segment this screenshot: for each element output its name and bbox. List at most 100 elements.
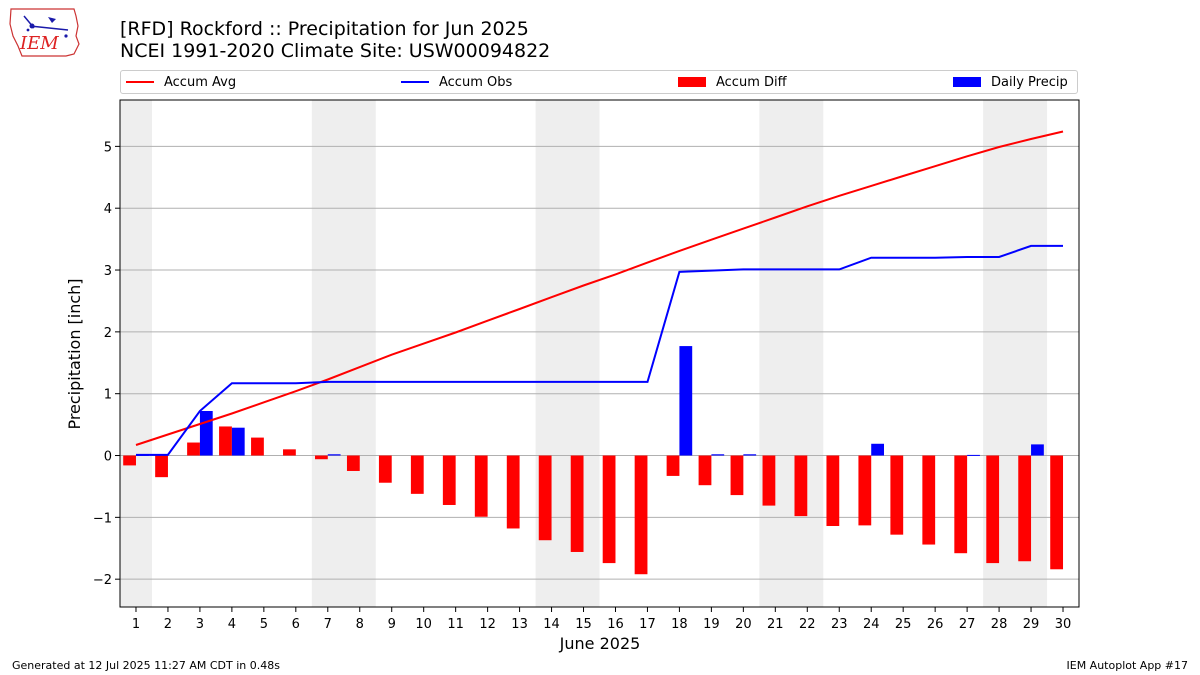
- x-axis: 1 2 3 4 5 6 7 8 9 10 11 12 13 14 15 16 17 18 19 20 21 22 23 24 2…: [132, 607, 1071, 632]
- daily-precip-bar-20: [743, 454, 757, 456]
- accum-diff-bar-11: [442, 455, 456, 505]
- x-tick-label-23: 23: [831, 617, 848, 632]
- footer-generated: Generated at 12 Jul 2025 11:27 AM CDT in…: [12, 659, 280, 672]
- x-tick-label-4: 4: [228, 617, 236, 632]
- accum-diff-bar-16: [602, 455, 616, 564]
- lines: [135, 130, 1064, 456]
- accum-diff-bar-22: [794, 455, 808, 517]
- legend-swatch-daily-precip: [953, 77, 981, 87]
- y-tick-label-1: −2: [93, 573, 112, 588]
- accum-diff-bar-29: [1018, 455, 1032, 562]
- accum-diff-bar-12: [474, 455, 488, 517]
- legend-swatch-accum-obs: [401, 81, 429, 83]
- accum-diff-bar-13: [506, 455, 520, 529]
- accum-diff-bar-4: [219, 426, 232, 456]
- legend-item-daily-precip: Daily Precip: [953, 71, 1068, 93]
- x-tick-label-17: 17: [639, 617, 656, 632]
- accum-diff-bar-27: [954, 455, 968, 554]
- x-tick-label-2: 2: [164, 617, 172, 632]
- legend-item-accum-diff: Accum Diff: [678, 71, 787, 93]
- accum-diff-bar-6: [283, 449, 296, 456]
- accum-diff-bar-2: [155, 455, 168, 478]
- accum-diff-bar-10: [410, 455, 424, 494]
- x-tick-label-13: 13: [511, 617, 528, 632]
- bars: [123, 346, 1064, 575]
- daily-precip-bar-19: [711, 454, 725, 456]
- daily-precip-bar-24: [871, 443, 885, 456]
- legend-item-accum-avg: Accum Avg: [126, 71, 236, 93]
- accum-obs-line: [136, 244, 1063, 456]
- accum-diff-bar-9: [378, 455, 392, 483]
- chart-subtitle: NCEI 1991-2020 Climate Site: USW00094822: [120, 40, 551, 62]
- chart-title: [RFD] Rockford :: Precipitation for Jun …: [120, 18, 529, 40]
- iem-logo-graphic: [9, 8, 80, 57]
- x-tick-label-1: 1: [132, 617, 140, 632]
- accum-diff-bar-23: [826, 455, 840, 527]
- accum-diff-bar-19: [698, 455, 712, 486]
- y-tick-label-3: 0: [104, 450, 112, 465]
- x-tick-label-26: 26: [927, 617, 944, 632]
- x-tick-label-19: 19: [703, 617, 720, 632]
- accum-diff-bar-1: [123, 455, 136, 466]
- x-tick-label-15: 15: [575, 617, 592, 632]
- x-tick-label-7: 7: [324, 617, 332, 632]
- daily-precip-bar-27: [967, 454, 980, 456]
- daily-precip-bar-18: [679, 346, 693, 456]
- legend-label-accum-obs: Accum Obs: [439, 74, 513, 90]
- x-tick-label-24: 24: [863, 617, 880, 632]
- accum-diff-bar-17: [634, 455, 648, 575]
- accum-diff-bar-24: [858, 455, 872, 526]
- weekend-band-2: [311, 100, 376, 607]
- y-gridlines: [120, 145, 1079, 580]
- x-tick-label-29: 29: [1023, 617, 1040, 632]
- accum-diff-bar-15: [570, 455, 584, 552]
- accum-diff-bar-7: [314, 455, 328, 460]
- footer-app: IEM Autoplot App #17: [1066, 659, 1189, 672]
- legend-label-daily-precip: Daily Precip: [991, 74, 1068, 90]
- y-axis-label: Precipitation [inch]: [65, 278, 84, 429]
- weekend-band-1: [120, 100, 152, 607]
- plot-frame: [119, 99, 1080, 608]
- accum-diff-bar-20: [730, 455, 744, 496]
- x-tick-label-3: 3: [196, 617, 204, 632]
- x-tick-label-5: 5: [260, 617, 268, 632]
- accum-diff-bar-25: [890, 455, 904, 535]
- legend-item-accum-obs: Accum Obs: [401, 71, 512, 93]
- iem-logo-text: IEM: [20, 33, 59, 54]
- legend-swatch-accum-avg: [126, 81, 154, 83]
- x-tick-label-30: 30: [1055, 617, 1072, 632]
- accum-diff-bar-18: [666, 455, 680, 476]
- y-tick-label-7: 4: [104, 202, 112, 217]
- x-tick-label-8: 8: [356, 617, 364, 632]
- x-tick-label-25: 25: [895, 617, 912, 632]
- x-axis-label: June 2025: [559, 634, 641, 653]
- x-tick-label-11: 11: [447, 617, 464, 632]
- iem-logo[interactable]: IEM: [8, 6, 82, 58]
- y-tick-label-4: 1: [104, 388, 112, 403]
- x-tick-label-27: 27: [959, 617, 976, 632]
- y-tick-label-5: 2: [104, 326, 112, 341]
- x-tick-label-16: 16: [607, 617, 624, 632]
- chart-legend: Accum Avg Accum Obs Accum Diff Daily Pre…: [120, 70, 1078, 94]
- daily-precip-bar-4: [231, 427, 245, 456]
- accum-avg-line: [135, 130, 1064, 446]
- accum-diff-bar-8: [346, 455, 360, 471]
- daily-precip-bar-29: [1031, 444, 1044, 456]
- accum-diff-bar-28: [986, 455, 1000, 564]
- y-tick-label-2: −1: [93, 511, 112, 526]
- legend-label-accum-avg: Accum Avg: [164, 74, 237, 90]
- y-axis: −2 −1 0 1 2 3 4 5: [93, 140, 120, 588]
- accum-diff-bar-5: [251, 437, 264, 456]
- x-tick-label-14: 14: [543, 617, 560, 632]
- legend-label-accum-diff: Accum Diff: [716, 74, 787, 90]
- y-tick-label-8: 5: [104, 140, 112, 155]
- x-tick-label-22: 22: [799, 617, 816, 632]
- accum-diff-bar-26: [922, 455, 936, 545]
- legend-swatch-accum-diff: [678, 77, 706, 87]
- x-tick-label-12: 12: [479, 617, 496, 632]
- accum-diff-bar-14: [538, 455, 552, 541]
- weekend-band-4: [759, 100, 824, 607]
- accum-diff-bar-30: [1050, 455, 1064, 570]
- x-tick-label-10: 10: [415, 617, 432, 632]
